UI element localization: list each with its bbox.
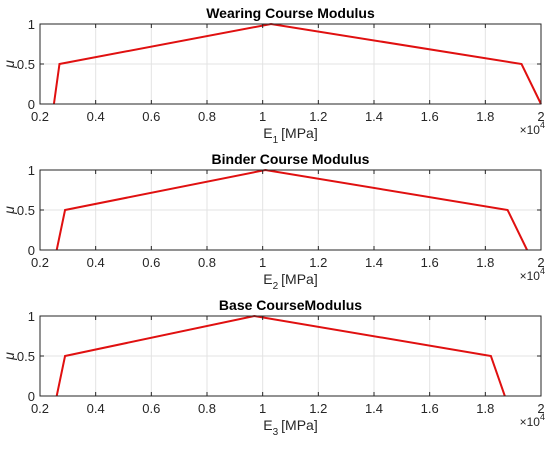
x-tick-label: 1.8 xyxy=(476,401,494,416)
x-tick-label: 1 xyxy=(259,109,266,124)
x-tick-label: 0.4 xyxy=(87,401,105,416)
x-tick-label: 1.4 xyxy=(365,255,383,270)
y-axis-label: μ xyxy=(1,206,17,215)
y-tick-label: 1 xyxy=(28,163,35,178)
x-tick-label: 1.2 xyxy=(309,255,327,270)
x-axis-exponent-base: ×10 xyxy=(520,123,541,137)
x-axis-label-main: E xyxy=(263,271,272,287)
chart-title: Binder Course Modulus xyxy=(212,151,370,167)
x-axis-label: E2[MPa] xyxy=(263,271,317,292)
x-tick-label: 1.4 xyxy=(365,109,383,124)
x-tick-label: 0.8 xyxy=(198,401,216,416)
x-tick-label: 0.6 xyxy=(142,401,160,416)
y-axis-label: μ xyxy=(1,352,17,361)
x-tick-label: 0.8 xyxy=(198,255,216,270)
x-tick-label: 1.8 xyxy=(476,109,494,124)
x-axis-label-subscript: 2 xyxy=(273,281,279,292)
x-tick-label: 1.6 xyxy=(421,109,439,124)
x-axis-label-main: E xyxy=(263,125,272,141)
x-axis-exponent-base: ×10 xyxy=(520,269,541,283)
x-tick-label: 0.8 xyxy=(198,109,216,124)
x-axis-exponent-base: ×10 xyxy=(520,415,541,429)
y-tick-label: 1 xyxy=(28,309,35,324)
x-tick-label: 0.6 xyxy=(142,255,160,270)
x-axis-exponent: ×104 xyxy=(520,266,545,283)
x-axis-exponent-power: 4 xyxy=(540,266,545,276)
x-tick-label: 1.2 xyxy=(309,401,327,416)
x-axis-exponent-power: 4 xyxy=(540,412,545,422)
x-axis-label: E1[MPa] xyxy=(263,125,317,146)
x-tick-label: 1.6 xyxy=(421,255,439,270)
x-tick-label: 1.4 xyxy=(365,401,383,416)
y-tick-label: 0 xyxy=(28,97,35,112)
y-tick-label: 0.5 xyxy=(17,349,35,364)
chart-title: Wearing Course Modulus xyxy=(206,5,375,21)
x-axis-exponent: ×104 xyxy=(520,412,545,429)
x-axis-label-unit: [MPa] xyxy=(281,417,318,433)
x-tick-label: 1.8 xyxy=(476,255,494,270)
x-tick-label: 1 xyxy=(259,401,266,416)
x-tick-label: 0.4 xyxy=(87,109,105,124)
y-tick-label: 0 xyxy=(28,243,35,258)
x-axis-label-unit: [MPa] xyxy=(281,271,318,287)
x-axis-exponent-power: 4 xyxy=(540,120,545,130)
y-tick-label: 0.5 xyxy=(17,203,35,218)
x-axis-label-subscript: 1 xyxy=(273,135,279,146)
chart-title: Base CourseModulus xyxy=(219,297,362,313)
x-axis-label-subscript: 3 xyxy=(273,427,279,438)
y-tick-label: 1 xyxy=(28,17,35,32)
x-tick-label: 1 xyxy=(259,255,266,270)
x-tick-label: 0.6 xyxy=(142,109,160,124)
y-tick-label: 0 xyxy=(28,389,35,404)
x-axis-exponent: ×104 xyxy=(520,120,545,137)
x-axis-label: E3[MPa] xyxy=(263,417,317,438)
x-axis-label-main: E xyxy=(263,417,272,433)
y-tick-label: 0.5 xyxy=(17,57,35,72)
x-tick-label: 0.4 xyxy=(87,255,105,270)
y-axis-label: μ xyxy=(1,60,17,69)
x-tick-label: 1.2 xyxy=(309,109,327,124)
x-tick-label: 1.6 xyxy=(421,401,439,416)
x-axis-label-unit: [MPa] xyxy=(281,125,318,141)
